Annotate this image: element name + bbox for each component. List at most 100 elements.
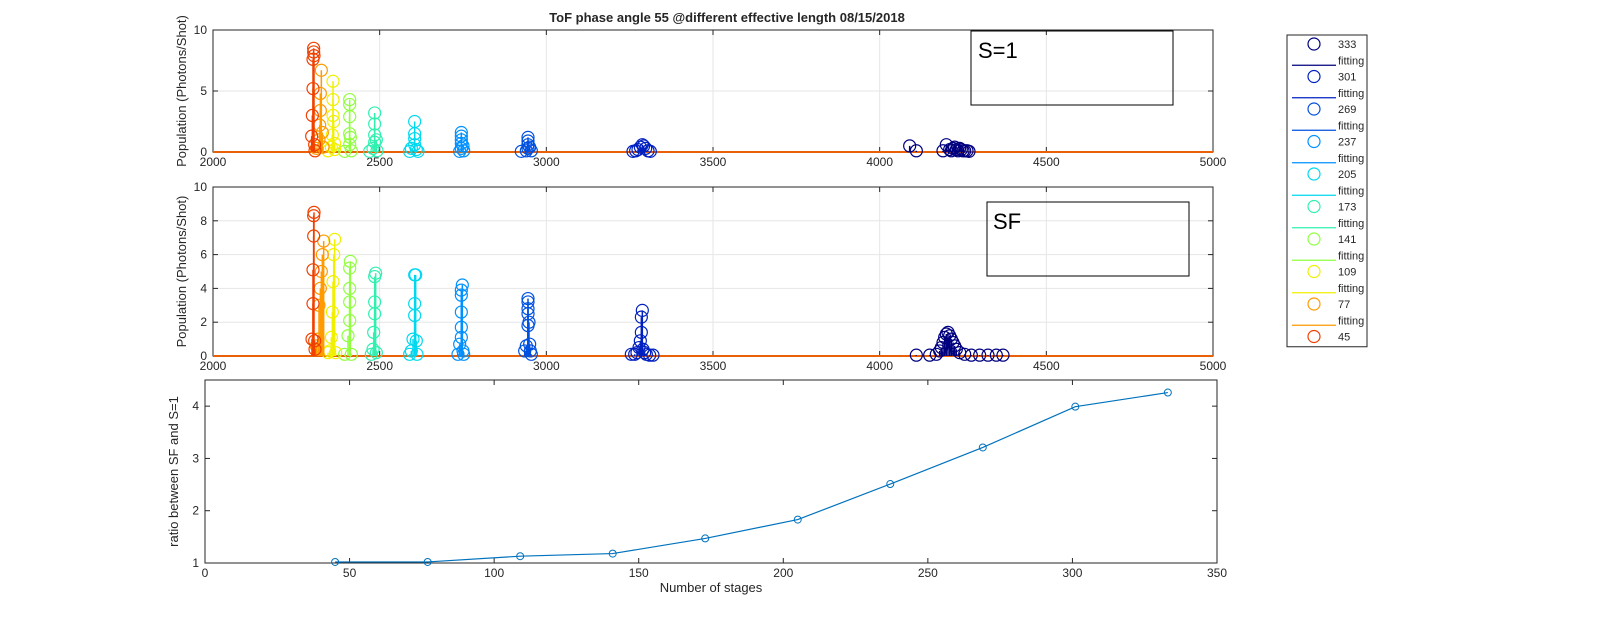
legend-marker-237 bbox=[1307, 134, 1321, 149]
middle-panel-sf: 2000 2500 3000 3500 4000 4500 5000 0 2 4 6 8 10 Popul… bbox=[174, 180, 1227, 373]
x-tick-label: 4500 bbox=[1033, 359, 1060, 373]
marker-173 bbox=[370, 144, 384, 158]
legend-entry-label: fitting bbox=[1338, 55, 1364, 67]
marker-333 bbox=[903, 139, 917, 153]
legend-marker-45 bbox=[1307, 329, 1321, 344]
marker-141 bbox=[343, 281, 357, 295]
ratio-point bbox=[701, 534, 710, 543]
legend-marker-205 bbox=[1307, 167, 1321, 181]
legend-entry-label: fitting bbox=[1338, 153, 1364, 165]
marker-205 bbox=[409, 142, 423, 157]
x-tick-label: 200 bbox=[773, 566, 793, 580]
legend-entry-label: 173 bbox=[1338, 202, 1356, 214]
marker-237 bbox=[454, 288, 468, 302]
marker-141 bbox=[343, 295, 357, 309]
legend-entry-label: 77 bbox=[1338, 299, 1350, 311]
ratio-point bbox=[793, 515, 802, 524]
ratio-point bbox=[423, 557, 432, 566]
legend-marker-141 bbox=[1307, 232, 1321, 246]
legend-entry-label: 333 bbox=[1338, 39, 1356, 51]
legend-marker-109 bbox=[1307, 264, 1321, 279]
marker-205 bbox=[409, 334, 423, 348]
legend: 333 fitting 301 fitting 269 fitting 237 fitting… bbox=[1286, 34, 1368, 348]
y-tick-label: 2 bbox=[192, 504, 199, 518]
legend-entry-label: 109 bbox=[1338, 267, 1356, 279]
x-tick-label: 2500 bbox=[366, 155, 393, 169]
x-tick-label: 5000 bbox=[1200, 359, 1227, 373]
x-tick-label: 300 bbox=[1062, 566, 1082, 580]
y-axis-label: ratio between SF and S=1 bbox=[166, 396, 181, 547]
marker-269 bbox=[521, 134, 535, 148]
legend-entry-label: fitting bbox=[1338, 120, 1364, 132]
legend-entry-label: fitting bbox=[1338, 218, 1364, 230]
x-tick-label: 4000 bbox=[866, 359, 893, 373]
ratio-point bbox=[516, 552, 525, 561]
marker-205 bbox=[404, 141, 418, 155]
legend-marker-269 bbox=[1307, 102, 1321, 116]
marker-141 bbox=[343, 92, 357, 107]
x-tick-label: 50 bbox=[343, 566, 357, 580]
marker-45 bbox=[308, 342, 322, 356]
y-tick-label: 0 bbox=[200, 349, 207, 363]
marker-173 bbox=[366, 141, 380, 155]
marker-269 bbox=[521, 138, 535, 152]
x-tick-label: 3500 bbox=[700, 155, 727, 169]
marker-269 bbox=[523, 337, 537, 351]
y-tick-label: 0 bbox=[200, 145, 207, 159]
ratio-point bbox=[1071, 402, 1080, 411]
legend-entry-label: 301 bbox=[1338, 72, 1356, 84]
marker-109 bbox=[325, 128, 339, 142]
marker-77 bbox=[315, 248, 329, 262]
marker-269 bbox=[521, 291, 535, 306]
marker-237 bbox=[457, 347, 471, 361]
marker-173 bbox=[368, 117, 382, 131]
x-tick-label: 4000 bbox=[866, 155, 893, 169]
marker-205 bbox=[410, 347, 424, 361]
marker-301 bbox=[646, 348, 660, 362]
marker-109 bbox=[328, 232, 342, 246]
marker-333 bbox=[909, 348, 923, 362]
plot-area bbox=[205, 380, 1217, 563]
marker-109 bbox=[329, 346, 343, 360]
marker-333 bbox=[996, 348, 1010, 362]
y-tick-label: 4 bbox=[200, 281, 207, 295]
legend-box bbox=[1286, 34, 1368, 348]
legend-entry-label: fitting bbox=[1338, 315, 1364, 327]
marker-77 bbox=[314, 63, 328, 77]
marker-141 bbox=[341, 329, 355, 343]
marker-173 bbox=[368, 135, 382, 149]
marker-205 bbox=[408, 131, 422, 146]
marker-45 bbox=[307, 49, 321, 63]
marker-173 bbox=[369, 346, 383, 360]
x-tick-label: 4500 bbox=[1033, 155, 1060, 169]
legend-entry-label: fitting bbox=[1338, 185, 1364, 197]
legend-marker-77 bbox=[1307, 297, 1321, 311]
x-tick-label: 3000 bbox=[533, 155, 560, 169]
x-tick-label: 3500 bbox=[700, 359, 727, 373]
marker-45 bbox=[307, 229, 321, 243]
annotation-box bbox=[970, 30, 1174, 106]
annotation-text: S=1 bbox=[978, 38, 1018, 63]
x-tick-label: 2000 bbox=[200, 155, 227, 169]
marker-205 bbox=[403, 144, 417, 158]
y-tick-label: 4 bbox=[192, 399, 199, 413]
marker-269 bbox=[521, 302, 535, 316]
marker-205 bbox=[411, 144, 425, 158]
x-tick-label: 350 bbox=[1207, 566, 1227, 580]
y-axis-label: Population (Photons/Shot) bbox=[174, 15, 189, 167]
marker-237 bbox=[454, 283, 468, 297]
marker-301 bbox=[624, 347, 638, 361]
marker-173 bbox=[369, 133, 383, 147]
legend-entry-label: 141 bbox=[1338, 234, 1356, 246]
marker-333 bbox=[981, 348, 995, 362]
marker-301 bbox=[643, 348, 657, 362]
ratio-point bbox=[886, 480, 895, 489]
legend-marker-301 bbox=[1307, 69, 1321, 84]
marker-237 bbox=[457, 144, 471, 158]
marker-45 bbox=[308, 144, 322, 158]
marker-301 bbox=[634, 310, 648, 324]
marker-173 bbox=[364, 347, 378, 361]
x-tick-label: 3000 bbox=[533, 359, 560, 373]
marker-237 bbox=[454, 125, 468, 140]
legend-entry-label: fitting bbox=[1338, 88, 1364, 100]
